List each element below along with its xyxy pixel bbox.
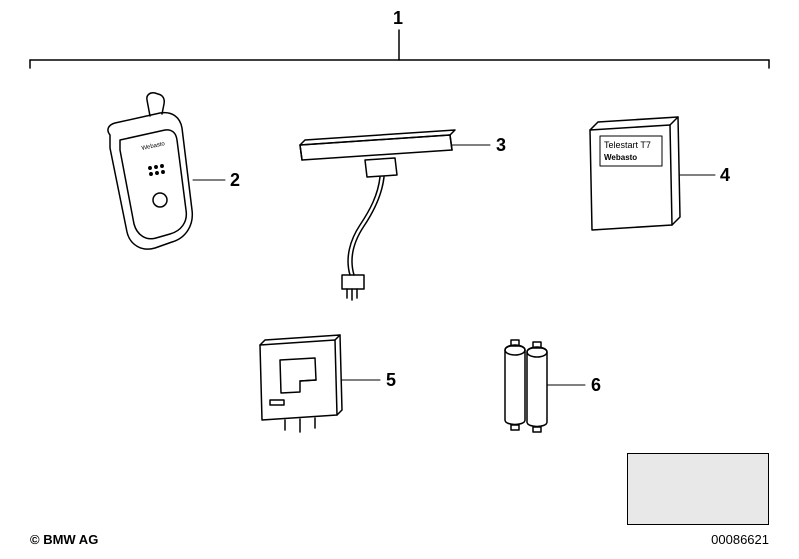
part-remote: Webasto [108,93,192,249]
callout-4: 4 [720,165,730,186]
callout-5: 5 [386,370,396,391]
part-receiver: Telestart T7 Webasto [590,117,680,230]
part-batteries [505,340,547,432]
car-thumbnail-box [627,453,769,525]
callout-1: 1 [393,8,403,29]
callout-6: 6 [591,375,601,396]
part-antenna [300,130,455,300]
receiver-title: Telestart T7 [604,140,651,150]
document-number: 00086621 [711,532,769,547]
callout-3: 3 [496,135,506,156]
parts-diagram: { "callouts": { "c1": "1", "c2": "2", "c… [0,0,799,559]
part-bracket [260,335,342,432]
callout-2: 2 [230,170,240,191]
receiver-brand: Webasto [604,153,637,162]
copyright-text: © BMW AG [30,532,98,547]
remote-brand-text: Webasto [141,141,166,152]
